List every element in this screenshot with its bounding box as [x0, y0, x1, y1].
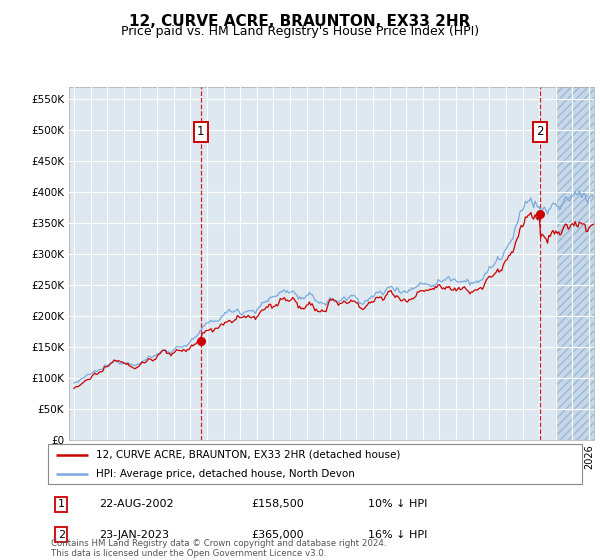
Text: 12, CURVE ACRE, BRAUNTON, EX33 2HR (detached house): 12, CURVE ACRE, BRAUNTON, EX33 2HR (deta…: [96, 450, 400, 460]
Text: 23-JAN-2023: 23-JAN-2023: [99, 530, 169, 540]
Text: 2: 2: [536, 125, 544, 138]
Text: HPI: Average price, detached house, North Devon: HPI: Average price, detached house, Nort…: [96, 469, 355, 478]
Bar: [556, 87, 599, 440]
Text: Price paid vs. HM Land Registry's House Price Index (HPI): Price paid vs. HM Land Registry's House …: [121, 25, 479, 38]
Text: 1: 1: [58, 500, 65, 510]
Text: 12, CURVE ACRE, BRAUNTON, EX33 2HR: 12, CURVE ACRE, BRAUNTON, EX33 2HR: [130, 14, 470, 29]
Text: 1: 1: [197, 125, 205, 138]
Text: Contains HM Land Registry data © Crown copyright and database right 2024.
This d: Contains HM Land Registry data © Crown c…: [51, 539, 386, 558]
FancyBboxPatch shape: [48, 444, 582, 484]
Text: 10% ↓ HPI: 10% ↓ HPI: [368, 500, 428, 510]
Text: 16% ↓ HPI: 16% ↓ HPI: [368, 530, 428, 540]
Text: £158,500: £158,500: [251, 500, 304, 510]
Text: 22-AUG-2002: 22-AUG-2002: [99, 500, 173, 510]
Text: £365,000: £365,000: [251, 530, 304, 540]
Text: 2: 2: [58, 530, 65, 540]
